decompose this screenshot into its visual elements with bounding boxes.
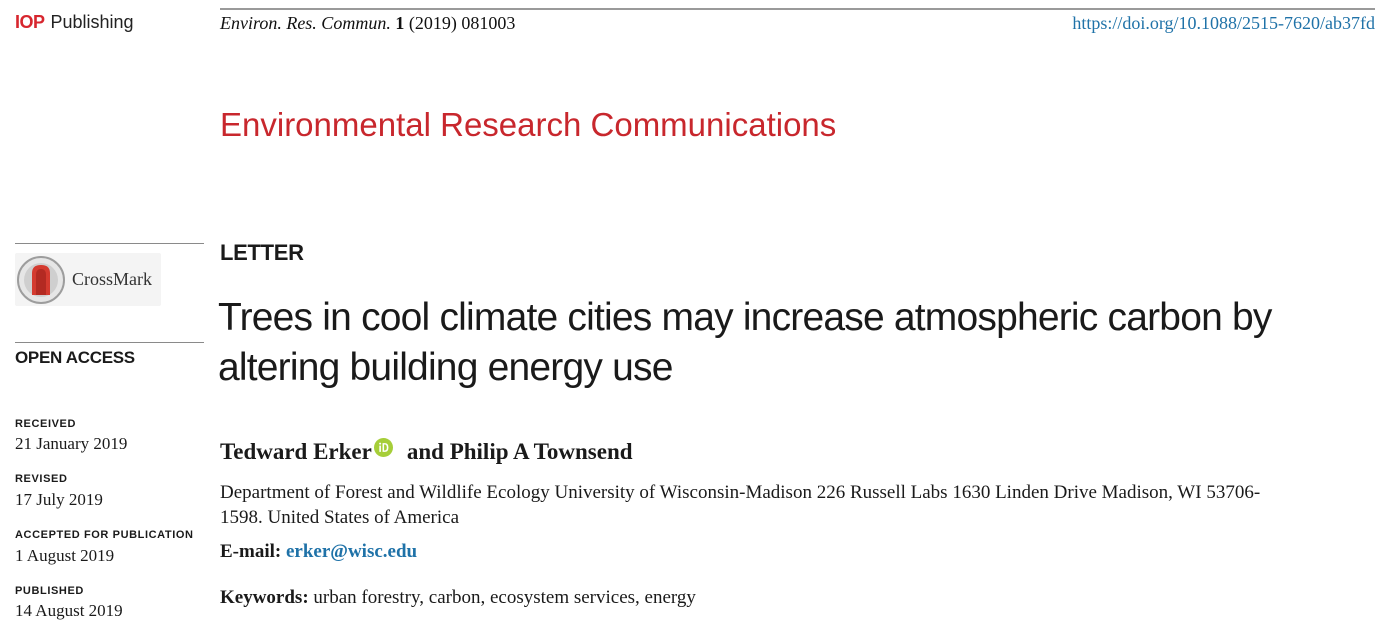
title-line-1: Trees in cool climate cities may increas… bbox=[218, 296, 1272, 339]
sidebar-rule-top bbox=[15, 243, 204, 244]
keywords-label: Keywords: bbox=[220, 587, 309, 608]
publisher-logo[interactable]: IOP Publishing bbox=[15, 12, 134, 33]
author-1[interactable]: Tedward Erker bbox=[220, 439, 372, 464]
citation-volume: 1 bbox=[395, 13, 405, 33]
accepted-date: 1 August 2019 bbox=[15, 546, 115, 565]
crossmark-badge[interactable]: CrossMark bbox=[15, 253, 161, 306]
article-title: Trees in cool climate cities may increas… bbox=[218, 293, 1368, 393]
affiliation: Department of Forest and Wildlife Ecolog… bbox=[220, 480, 1350, 530]
email-row: E-mail: erker@wisc.edu bbox=[220, 541, 417, 563]
email-label: E-mail: bbox=[220, 541, 282, 562]
doi-link[interactable]: https://doi.org/10.1088/2515-7620/ab37fd bbox=[1072, 13, 1375, 33]
citation-journal: Environ. Res. Commun. bbox=[220, 13, 391, 33]
crossmark-icon bbox=[17, 255, 65, 304]
received-label: RECEIVED bbox=[15, 418, 77, 430]
citation-rest: (2019) 081003 bbox=[408, 13, 516, 33]
author-list: Tedward Erker and Philip A Townsend bbox=[220, 438, 633, 465]
keywords-list: urban forestry, carbon, ecosystem servic… bbox=[313, 587, 696, 608]
keywords-row: Keywords: urban forestry, carbon, ecosys… bbox=[220, 587, 696, 609]
article-type: LETTER bbox=[220, 240, 304, 265]
accepted-label: ACCEPTED FOR PUBLICATION bbox=[15, 529, 194, 541]
published-date: 14 August 2019 bbox=[15, 601, 123, 620]
received-date: 21 January 2019 bbox=[15, 434, 128, 453]
citation: Environ. Res. Commun. 1 (2019) 081003 bbox=[220, 13, 515, 34]
email-link[interactable]: erker@wisc.edu bbox=[285, 541, 418, 562]
open-access-label: OPEN ACCESS bbox=[15, 348, 135, 367]
publisher-mark: IOP bbox=[15, 12, 45, 32]
author-2[interactable]: and Philip A Townsend bbox=[406, 439, 633, 464]
affiliation-line-1: Department of Forest and Wildlife Ecolog… bbox=[220, 482, 1261, 503]
header-rule bbox=[220, 8, 1375, 10]
revised-date: 17 July 2019 bbox=[15, 490, 103, 509]
revised-label: REVISED bbox=[15, 473, 68, 485]
journal-title: Environmental Research Communications bbox=[220, 106, 837, 143]
published-label: PUBLISHED bbox=[15, 585, 84, 597]
crossmark-label: CrossMark bbox=[72, 269, 152, 289]
sidebar-rule-middle bbox=[15, 342, 204, 343]
affiliation-line-2: 1598. United States of America bbox=[220, 507, 460, 528]
orcid-icon[interactable] bbox=[373, 438, 393, 457]
title-line-2: altering building energy use bbox=[218, 346, 673, 389]
publisher-name: Publishing bbox=[50, 12, 134, 32]
